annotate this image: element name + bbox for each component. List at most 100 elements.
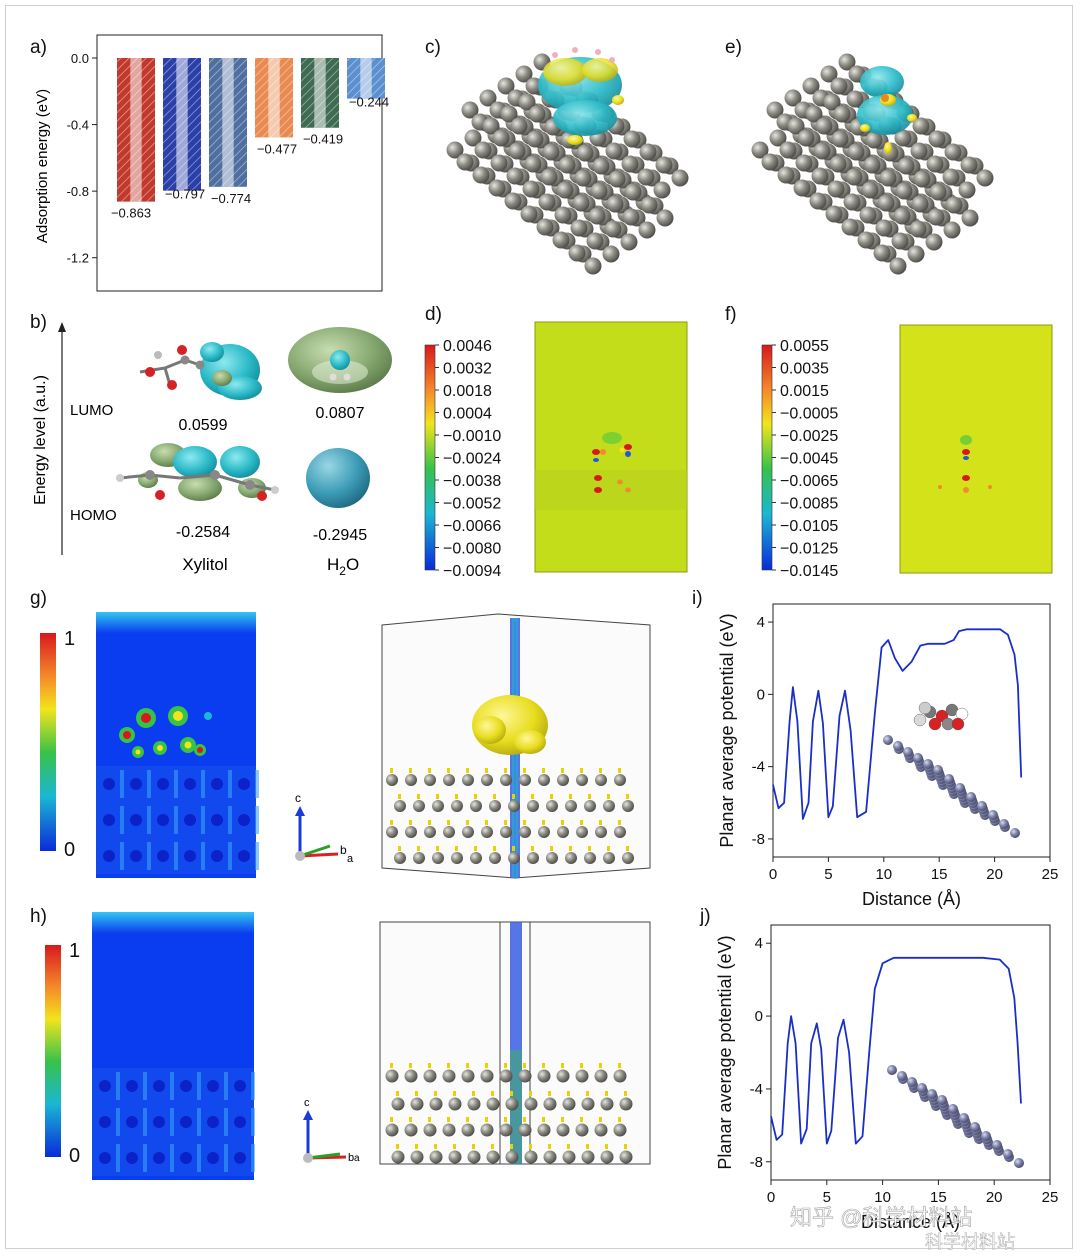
atom bbox=[897, 157, 915, 175]
inset-atom bbox=[988, 810, 998, 820]
colorbar-label: −0.0045 bbox=[780, 451, 838, 468]
box-atom bbox=[527, 852, 539, 864]
box-atom-ring bbox=[529, 1091, 532, 1096]
atom bbox=[907, 245, 925, 263]
atom bbox=[893, 207, 911, 225]
atom bbox=[624, 183, 642, 201]
atom bbox=[621, 155, 639, 173]
atom bbox=[857, 231, 875, 249]
elf-bond bbox=[224, 1072, 228, 1100]
box-atom bbox=[461, 1069, 475, 1083]
elf-node bbox=[211, 778, 223, 790]
elf-bond bbox=[228, 842, 232, 870]
atom bbox=[522, 180, 540, 198]
box-atom-ring bbox=[472, 1091, 475, 1096]
atom bbox=[504, 192, 522, 210]
atom bbox=[925, 233, 943, 251]
atom bbox=[482, 117, 500, 135]
box-atom bbox=[405, 774, 417, 786]
box-atom bbox=[413, 852, 425, 864]
potential-line bbox=[770, 956, 1022, 1145]
figure-frame bbox=[5, 5, 1073, 1249]
box-atom-ring bbox=[588, 846, 591, 851]
elf-colorbar-max: 1 bbox=[64, 628, 75, 650]
inset-atom bbox=[893, 741, 903, 751]
box-atom-ring bbox=[466, 768, 469, 773]
box-atom-ring bbox=[605, 1091, 608, 1096]
box-atom bbox=[470, 852, 482, 864]
xtick-label: 0 bbox=[767, 1189, 775, 1206]
atom bbox=[911, 195, 929, 213]
atom bbox=[928, 130, 946, 148]
box-atom bbox=[404, 1123, 418, 1137]
atom bbox=[912, 117, 930, 135]
atom bbox=[540, 168, 558, 186]
atom bbox=[570, 219, 588, 237]
atom bbox=[820, 65, 838, 83]
elf-node bbox=[234, 1152, 246, 1164]
box-atom bbox=[480, 1069, 494, 1083]
atom bbox=[623, 130, 641, 148]
elf-node bbox=[157, 814, 169, 826]
box-atom-ring bbox=[434, 1091, 437, 1096]
box-atom-ring bbox=[396, 1091, 399, 1096]
box-atom-ring bbox=[428, 1117, 431, 1122]
elf-bond bbox=[143, 1072, 147, 1100]
box-atom bbox=[404, 1069, 418, 1083]
atom bbox=[831, 130, 849, 148]
box-atom-ring bbox=[417, 846, 420, 851]
box-atom bbox=[546, 800, 558, 812]
colorbar-label: 0.0035 bbox=[780, 361, 829, 378]
xtick-label: 15 bbox=[931, 866, 948, 883]
atom bbox=[751, 141, 769, 159]
atom bbox=[805, 105, 823, 123]
box-atom-ring bbox=[531, 846, 534, 851]
box-atom-ring bbox=[504, 768, 507, 773]
colorbar-label: −0.0065 bbox=[780, 473, 838, 490]
colorbar-label: −0.0085 bbox=[780, 496, 838, 513]
chart-a-ytick-label: 0.0 bbox=[71, 51, 89, 66]
box-atom-ring bbox=[415, 1091, 418, 1096]
box-atom-ring bbox=[523, 1063, 526, 1068]
box-atom bbox=[448, 1097, 462, 1111]
box-atom bbox=[619, 1097, 633, 1111]
axes-triad-h: c b a bbox=[303, 1097, 360, 1164]
atom bbox=[525, 77, 543, 95]
elf-map-g bbox=[96, 612, 259, 878]
box-atom-ring bbox=[428, 1063, 431, 1068]
colorbar-label: −0.0105 bbox=[780, 518, 838, 535]
atom bbox=[960, 156, 978, 174]
box-atom bbox=[394, 800, 406, 812]
box-atom bbox=[619, 1150, 633, 1164]
box-atom-ring bbox=[415, 1144, 418, 1149]
elf-node bbox=[184, 850, 196, 862]
atom bbox=[552, 231, 570, 249]
elf-node bbox=[234, 1116, 246, 1128]
colorbar-label: 0.0004 bbox=[443, 406, 492, 423]
atom bbox=[811, 167, 829, 185]
elf-node bbox=[157, 850, 169, 862]
box-atom-ring bbox=[580, 1063, 583, 1068]
atom bbox=[943, 221, 961, 239]
elf-bond bbox=[251, 1108, 255, 1136]
axis-b-glyph: b bbox=[340, 843, 347, 857]
box-atom-ring bbox=[472, 1144, 475, 1149]
box-atom-ring bbox=[618, 820, 621, 825]
colorbar-label: −0.0125 bbox=[780, 541, 838, 558]
box-atom-ring bbox=[428, 820, 431, 825]
box-atom bbox=[565, 800, 577, 812]
charge-map-d bbox=[534, 321, 688, 573]
molecule-atom bbox=[918, 701, 932, 715]
ytick-label: -4 bbox=[750, 1081, 763, 1098]
panel-label-j: j) bbox=[699, 906, 711, 927]
box-atom bbox=[562, 1097, 576, 1111]
box-atom-ring bbox=[398, 794, 401, 799]
elf-bond bbox=[120, 842, 124, 870]
inset-atom bbox=[955, 783, 965, 793]
box-atom bbox=[557, 774, 569, 786]
atom bbox=[528, 105, 546, 123]
xtick-label: 5 bbox=[824, 866, 832, 883]
box-atom bbox=[556, 1123, 570, 1137]
box-atom bbox=[556, 1069, 570, 1083]
xtick-label: 25 bbox=[1042, 1189, 1059, 1206]
